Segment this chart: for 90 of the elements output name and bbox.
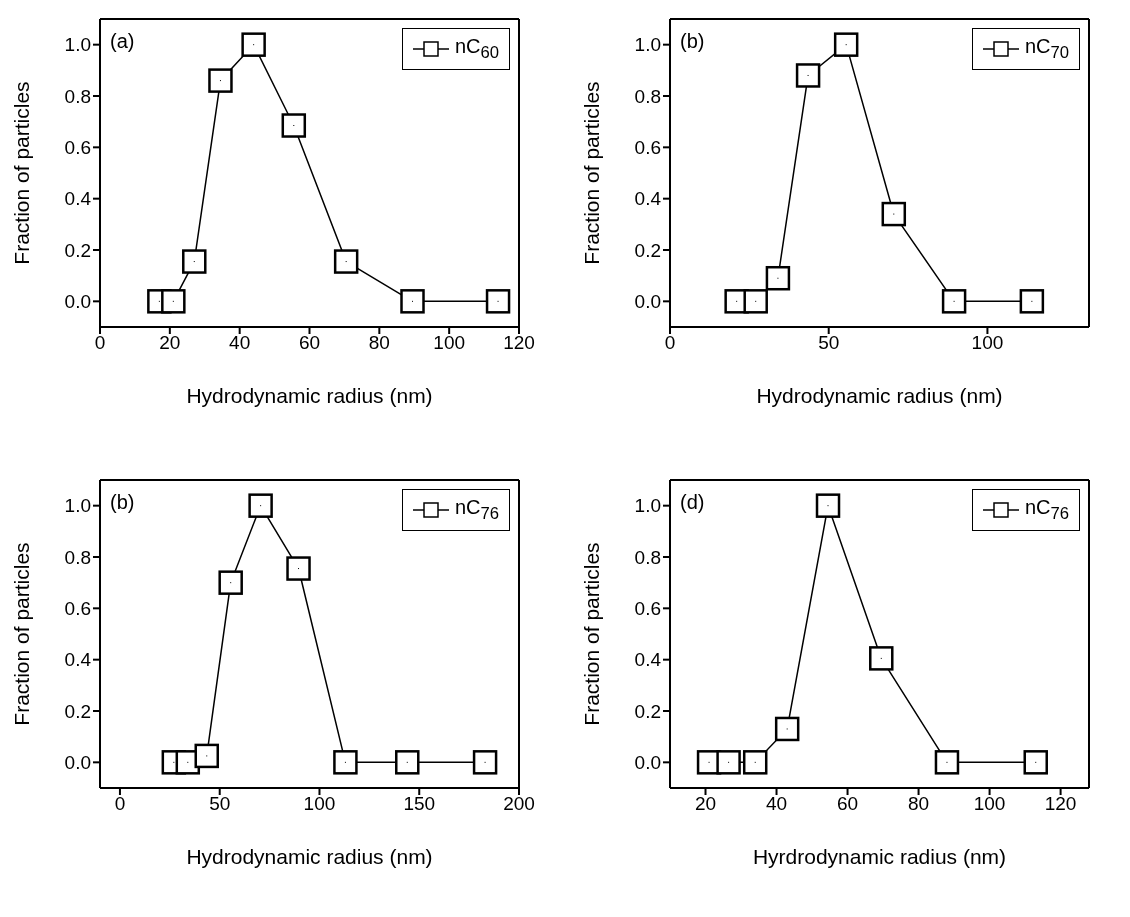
x-tick-label: 120: [503, 332, 535, 354]
y-tick-label: 0.4: [64, 188, 92, 210]
annotation: (a): [110, 30, 135, 53]
x-tick-label: 200: [503, 793, 535, 815]
y-tick-label: 0.4: [634, 649, 662, 671]
y-tick-label: 0.4: [634, 188, 662, 210]
y-tick-label: 1.0: [64, 495, 91, 517]
point: [742, 750, 768, 775]
legend-label: nC$_{60}$: [454, 35, 499, 63]
y-tick-label: 0.2: [634, 700, 661, 722]
legend-label: nC$_{70}$: [1024, 35, 1069, 63]
y-axis-title: Fraction of particles: [580, 542, 604, 726]
point: [208, 68, 233, 93]
y-tick-label: 1.0: [64, 34, 91, 56]
x-tick-label: 40: [229, 332, 251, 354]
y-tick-label: 0.0: [634, 291, 661, 313]
point: [716, 750, 741, 775]
point: [881, 201, 907, 227]
y-tick-label: 0.6: [64, 137, 91, 159]
point: [286, 556, 311, 581]
y-tick-label: 0.8: [634, 546, 661, 568]
y-tick-label: 0.4: [64, 649, 92, 671]
point: [869, 646, 894, 671]
x-tick-label: 100: [433, 332, 466, 354]
point: [241, 32, 266, 57]
point: [765, 265, 791, 291]
x-axis-title: Hyrdrodynamic radius (nm): [752, 845, 1007, 868]
y-tick-label: 0.2: [64, 239, 91, 261]
y-tick-label: 1.0: [634, 495, 661, 517]
legend-label: nC$_{76}$: [454, 496, 499, 524]
annotation: (d): [680, 491, 705, 514]
y-tick-label: 0.6: [634, 137, 661, 159]
x-tick-label: 100: [973, 793, 1006, 815]
y-axis-title: Fraction of particles: [580, 81, 604, 265]
legend-label: nC$_{76}$: [1024, 496, 1069, 524]
x-tick-label: 100: [971, 332, 1004, 354]
y-tick-label: 0.2: [64, 700, 91, 722]
x-tick-label: 100: [303, 793, 336, 815]
x-tick-label: 80: [368, 332, 390, 354]
annotation: (b): [110, 491, 135, 514]
point: [941, 289, 967, 314]
point: [833, 32, 859, 57]
x-tick-label: 0: [114, 793, 126, 815]
point: [1019, 289, 1045, 314]
y-tick-label: 0.8: [634, 85, 661, 107]
y-tick-label: 0.0: [64, 752, 91, 774]
x-tick-label: 40: [765, 793, 788, 815]
x-tick-label: 150: [403, 793, 436, 815]
x-tick-label: 50: [818, 332, 840, 354]
y-axis-title: Fraction of particles: [10, 81, 34, 265]
point: [934, 750, 960, 775]
y-tick-label: 0.0: [634, 752, 661, 774]
point: [182, 249, 207, 274]
y-tick-label: 0.6: [634, 598, 661, 620]
point: [333, 750, 358, 775]
point: [218, 570, 243, 595]
y-tick-label: 0.2: [634, 239, 661, 261]
y-tick-label: 0.8: [64, 546, 91, 568]
x-axis-title: Hydrodynamic radius (nm): [186, 845, 433, 868]
point: [795, 63, 821, 88]
point: [743, 289, 768, 314]
y-tick-label: 1.0: [634, 34, 661, 56]
point: [1023, 750, 1048, 775]
point: [774, 716, 800, 742]
point: [815, 493, 841, 518]
x-tick-label: 50: [209, 793, 231, 815]
x-tick-label: 20: [159, 332, 181, 354]
point: [395, 750, 420, 775]
point: [333, 249, 359, 274]
y-axis-title: Fraction of particles: [10, 542, 34, 726]
x-tick-label: 20: [694, 793, 717, 815]
y-tick-label: 0.0: [64, 291, 91, 313]
point: [194, 743, 219, 769]
point: [472, 750, 498, 775]
x-tick-label: 0: [664, 332, 676, 354]
point: [161, 289, 186, 314]
x-tick-label: 0: [94, 332, 106, 354]
point: [485, 289, 511, 314]
x-tick-label: 60: [836, 793, 859, 815]
annotation: (b): [680, 30, 705, 53]
x-tick-label: 60: [298, 332, 321, 354]
x-tick-label: 120: [1044, 793, 1077, 815]
point: [248, 493, 273, 518]
x-tick-label: 80: [907, 793, 930, 815]
x-axis-title: Hydrodynamic radius (nm): [756, 384, 1003, 407]
y-tick-label: 0.6: [64, 598, 91, 620]
x-axis-title: Hydrodynamic radius (nm): [186, 384, 433, 407]
point: [281, 113, 307, 138]
y-tick-label: 0.8: [64, 85, 91, 107]
point: [400, 289, 425, 314]
